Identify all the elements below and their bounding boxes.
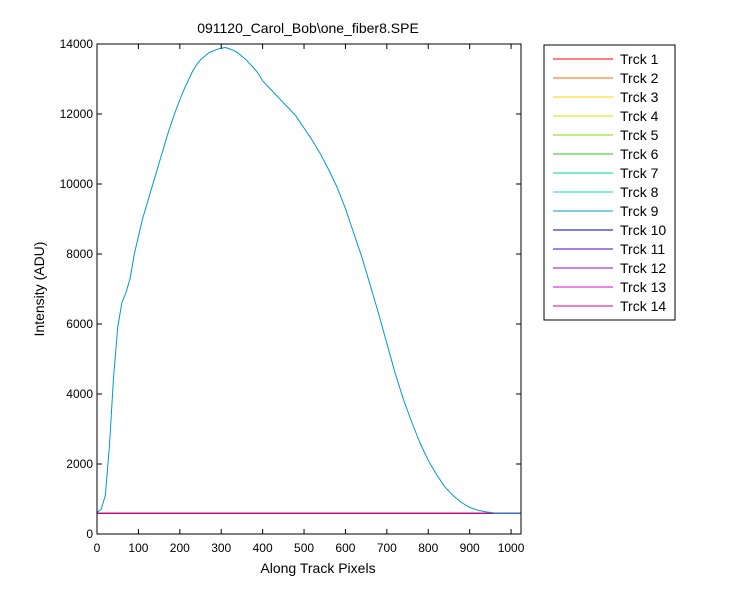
y-tick-label: 8000: [66, 247, 93, 261]
legend-label: Trck 2: [620, 70, 659, 86]
legend-label: Trck 3: [620, 89, 659, 105]
legend-box: [543, 44, 676, 321]
x-axis-label: Along Track Pixels: [260, 560, 375, 576]
y-axis-label: Intensity (ADU): [31, 242, 47, 337]
y-tick-label: 12000: [60, 107, 94, 121]
legend-label: Trck 4: [620, 108, 659, 124]
y-tick-label: 14000: [60, 37, 94, 51]
x-tick-label: 500: [294, 541, 314, 555]
plot-area: [97, 44, 521, 534]
y-tick-label: 0: [86, 527, 93, 541]
x-tick-label: 0: [94, 541, 101, 555]
x-tick-label: 400: [253, 541, 273, 555]
x-tick-label: 200: [170, 541, 190, 555]
legend-label: Trck 1: [620, 51, 659, 67]
x-tick-label: 300: [211, 541, 231, 555]
x-tick-label: 900: [460, 541, 480, 555]
chart-title: 091120_Carol_Bob\one_fiber8.SPE: [197, 20, 419, 36]
axis-ticks: 0 100 200 300 400 500 600 700 800 900 100002000400…: [60, 37, 525, 555]
x-tick-label: 700: [377, 541, 397, 555]
legend-label: Trck 14: [620, 298, 666, 314]
y-tick-label: 6000: [66, 317, 93, 331]
series-line-9: [96, 47, 521, 514]
plot-frame: [96, 43, 522, 535]
legend-label: Trck 10: [620, 222, 666, 238]
x-tick-label: 1000: [498, 541, 525, 555]
x-tick-label: 100: [128, 541, 148, 555]
legend: Trck 1 Trck 2 Trck 3 Trck 4 Trck 5 Trck 6 Trck…: [543, 44, 676, 321]
y-tick-label: 10000: [60, 177, 94, 191]
legend-items: Trck 1 Trck 2 Trck 3 Trck 4 Trck 5 Trck 6 Trck…: [553, 51, 666, 314]
y-tick-label: 2000: [66, 457, 93, 471]
x-tick-label: 800: [418, 541, 438, 555]
x-tick-label: 600: [335, 541, 355, 555]
series-layer: [96, 47, 521, 514]
y-tick-label: 4000: [66, 387, 93, 401]
legend-label: Trck 9: [620, 203, 659, 219]
legend-label: Trck 6: [620, 146, 659, 162]
legend-label: Trck 5: [620, 127, 659, 143]
legend-label: Trck 12: [620, 260, 666, 276]
legend-label: Trck 13: [620, 279, 666, 295]
legend-label: Trck 8: [620, 184, 659, 200]
legend-label: Trck 7: [620, 165, 659, 181]
legend-label: Trck 11: [620, 241, 665, 257]
